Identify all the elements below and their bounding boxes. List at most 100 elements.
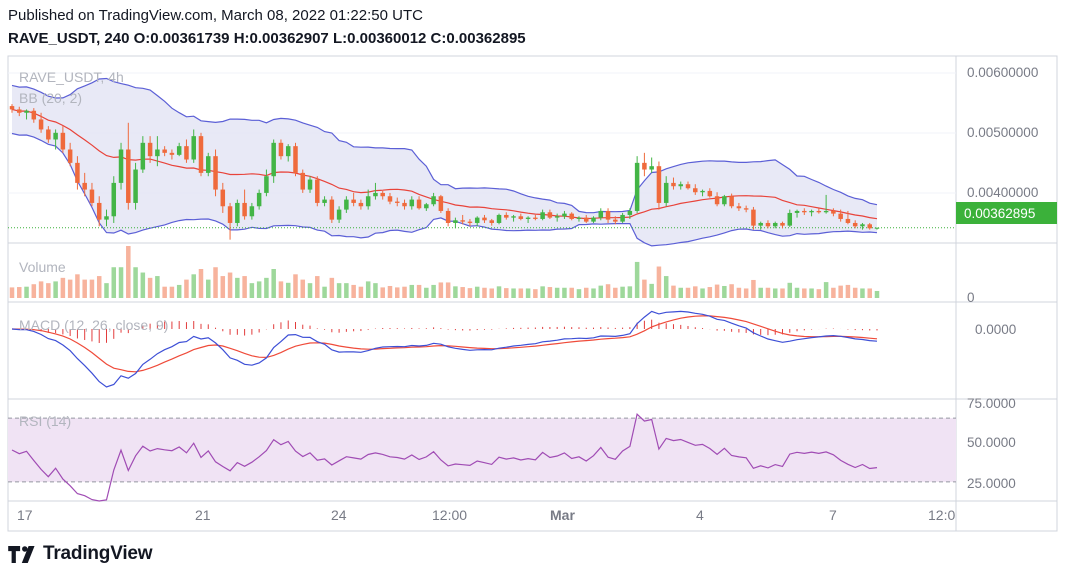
last-price-value: 0.00362895 (964, 206, 1035, 221)
volume-bar (467, 288, 473, 298)
candle-body (758, 222, 763, 226)
background-layer (8, 72, 956, 482)
volume-bar (867, 288, 872, 298)
candle-body (525, 217, 531, 219)
volume-bar (53, 281, 58, 298)
volume-bar (67, 279, 73, 298)
high-value: 0.00362907 (249, 30, 329, 47)
candle-body (322, 199, 327, 203)
candle-body (147, 142, 153, 157)
bb-basis-line (11, 108, 878, 220)
volume-bar (743, 288, 749, 298)
macd-tick-label: 0.0000 (975, 322, 1016, 337)
candle-body (198, 136, 204, 173)
volume-bar (736, 287, 742, 298)
candle-body (329, 199, 335, 220)
volume-bar (285, 282, 291, 298)
candle-body (569, 213, 574, 219)
symbol-interval: RAVE_USDT, 240 (8, 30, 130, 47)
volume-bar (874, 290, 880, 298)
volume-bar (700, 288, 705, 298)
candle-body (823, 210, 829, 213)
volume-bar (838, 285, 843, 298)
price-tick-label: 0.00600000 (967, 65, 1038, 80)
low-value: 0.00360012 (347, 30, 427, 47)
volume-bar (365, 281, 371, 298)
candle-body (46, 129, 51, 140)
volume-bar (780, 288, 785, 298)
volume-bar (569, 287, 574, 298)
candle-body (176, 146, 182, 155)
candle-body (489, 220, 495, 223)
volume-bar (671, 285, 676, 298)
volume-bar (198, 269, 204, 298)
candle-body (860, 224, 865, 227)
volume-bar (213, 267, 218, 298)
open-value: 0.00361739 (150, 30, 230, 47)
candle-body (547, 212, 553, 218)
candle-body (235, 202, 240, 223)
candle-body (409, 199, 415, 207)
volume-bar (424, 287, 429, 298)
bb-upper-line (11, 77, 878, 214)
candle-body (605, 210, 611, 220)
volume-bar (344, 283, 349, 298)
candle-body (787, 212, 793, 226)
volume-bar (714, 284, 720, 298)
candle-body (729, 196, 734, 207)
volume-bar (533, 289, 538, 298)
volume-bar (729, 284, 734, 298)
volume-bar (474, 286, 480, 298)
candle-body (169, 152, 175, 155)
volume-bar (693, 286, 698, 298)
candle-body (693, 188, 698, 193)
volume-bar (264, 277, 269, 298)
candle-body (394, 201, 400, 203)
volume-bar (133, 267, 138, 298)
volume-bar (242, 276, 247, 298)
volume-tick-label: 0 (967, 290, 975, 305)
open-label: O: (133, 30, 151, 47)
candle-body (722, 196, 727, 205)
volume-bar (518, 288, 524, 298)
candle-body (140, 142, 146, 170)
volume-bar (307, 283, 313, 298)
volume-bar (60, 277, 66, 298)
time-tick-label: 7 (829, 507, 837, 523)
candle-body (227, 206, 233, 223)
bb-lower-line (11, 132, 878, 247)
candle-body (438, 196, 444, 211)
candle-body (336, 209, 342, 220)
volume-bar (329, 277, 335, 298)
volume-bar (707, 287, 713, 298)
volume-bar (634, 261, 640, 298)
candle-body (380, 192, 385, 197)
time-tick-label: 12:00 (432, 507, 467, 523)
candle-body (89, 189, 95, 203)
candle-body (540, 212, 545, 219)
candle-body (358, 202, 364, 207)
candle-body (184, 146, 189, 160)
volume-bar (46, 283, 51, 298)
candle-body (518, 216, 524, 219)
volume-bar (147, 277, 153, 298)
tradingview-brand[interactable]: TradingView (8, 543, 153, 565)
volume-bar (852, 287, 858, 298)
volume-bar (322, 286, 327, 298)
candle-body (678, 184, 683, 187)
volume-bar (227, 272, 233, 298)
candle-body (104, 216, 109, 220)
candle-body (707, 190, 713, 197)
rsi-line (11, 413, 878, 502)
volume-bar (220, 276, 226, 298)
volume-bar (685, 287, 691, 298)
candle-body (213, 156, 218, 190)
candle-body (60, 132, 66, 150)
candle-body (511, 216, 516, 218)
volume-bar (540, 286, 545, 298)
candle-body (453, 220, 458, 223)
volume-bar (823, 282, 829, 298)
candle-body (554, 216, 560, 218)
candle-body (365, 196, 371, 207)
